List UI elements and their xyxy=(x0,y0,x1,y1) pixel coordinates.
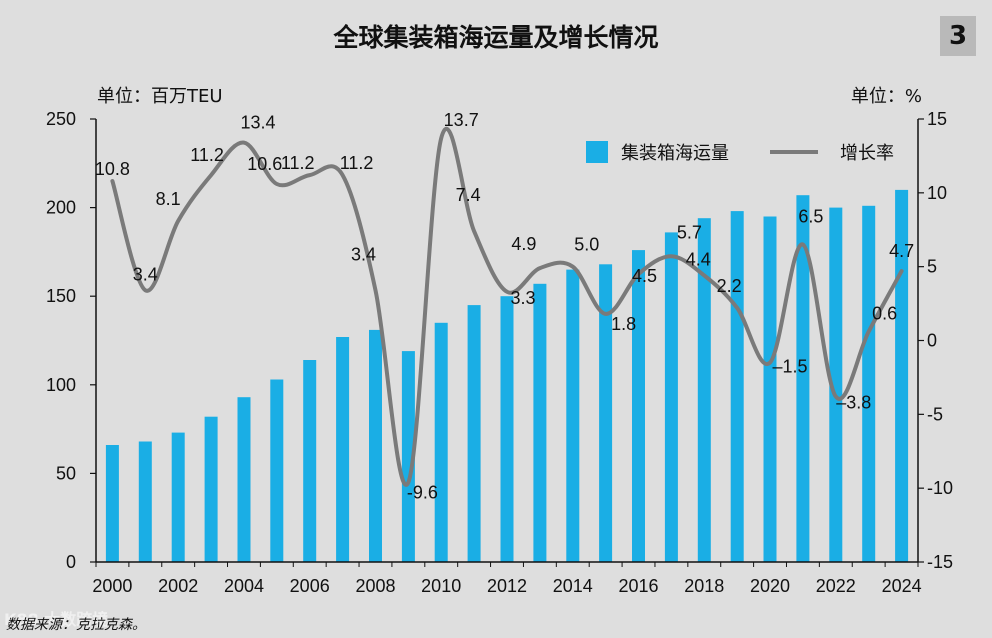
bar-2007 xyxy=(336,337,350,562)
bar-2018 xyxy=(697,218,711,562)
x-tick-label: 2016 xyxy=(618,576,658,596)
bar-2022 xyxy=(829,207,843,562)
legend-line-label: 增长率 xyxy=(840,143,894,164)
growth-label-2013: 4.9 xyxy=(511,234,536,254)
left-axis-unit: 单位：百万TEU xyxy=(97,86,223,107)
growth-label-2022: –3.8 xyxy=(836,393,871,413)
figure-number-badge: 3 xyxy=(940,16,976,56)
bar-2006 xyxy=(303,360,317,562)
bar-2024 xyxy=(895,189,909,562)
growth-label-2000: 10.8 xyxy=(95,159,130,179)
bar-2015 xyxy=(599,264,613,562)
growth-label-2001: 3.4 xyxy=(133,264,158,284)
right-tick-label: 15 xyxy=(927,109,947,129)
growth-label-2023: 0.6 xyxy=(872,304,897,324)
growth-label-2017: 5.7 xyxy=(677,222,702,242)
left-tick-label: 250 xyxy=(46,109,76,129)
growth-label-2011: 7.4 xyxy=(456,185,481,205)
bar-2008 xyxy=(369,329,382,562)
right-tick-label: -10 xyxy=(927,478,953,498)
x-tick-label: 2010 xyxy=(421,576,461,596)
x-tick-label: 2024 xyxy=(882,576,922,596)
growth-rate-line xyxy=(110,126,904,487)
growth-label-2020: –1.5 xyxy=(772,357,807,377)
left-tick-label: 50 xyxy=(56,463,76,483)
bar-2010 xyxy=(434,322,448,562)
growth-label-2015: 1.8 xyxy=(611,314,636,334)
growth-label-2006: 11.2 xyxy=(281,153,315,173)
growth-label-2019: 2.2 xyxy=(717,276,742,296)
right-tick-label: 0 xyxy=(927,331,937,351)
data-labels: 10.83.48.111.213.410.611.2 11.23.4-9.613.… xyxy=(95,110,914,502)
right-tick-label: -15 xyxy=(927,552,953,572)
growth-label-2016: 4.5 xyxy=(632,266,657,286)
watermark: K88 大数跨境 xyxy=(4,610,109,629)
left-tick-label: 150 xyxy=(46,286,76,306)
bar-2019 xyxy=(730,211,744,562)
growth-label-2004: 13.4 xyxy=(240,113,275,133)
legend-bar-label: 集装箱海运量 xyxy=(621,143,729,164)
x-tick-label: 2014 xyxy=(553,576,593,596)
right-tick-label: -5 xyxy=(927,404,943,424)
growth-label-2005: 10.6 xyxy=(247,154,282,174)
bar-2011 xyxy=(467,305,481,562)
bar-2023 xyxy=(862,205,876,563)
growth-label-2002: 8.1 xyxy=(156,189,181,209)
growth-label-2009: -9.6 xyxy=(407,482,438,502)
bar-2020 xyxy=(763,216,777,562)
bar-2009 xyxy=(401,351,415,562)
legend-bar-swatch xyxy=(586,141,608,163)
x-tick-label: 2000 xyxy=(92,576,132,596)
x-tick-label: 2020 xyxy=(750,576,790,596)
bar-2003 xyxy=(204,416,218,562)
growth-label-2008: 3.4 xyxy=(351,244,376,264)
bar-2005 xyxy=(270,379,284,562)
bar-2004 xyxy=(237,397,251,562)
growth-label-2010: 13.7 xyxy=(444,110,479,130)
right-tick-label: 10 xyxy=(927,183,947,203)
bar-2017 xyxy=(664,232,678,562)
x-tick-label: 2018 xyxy=(684,576,724,596)
bar-2002 xyxy=(171,432,185,562)
left-tick-label: 0 xyxy=(66,552,76,572)
x-tick-label: 2012 xyxy=(487,576,527,596)
growth-label-2003: 11.2 xyxy=(190,145,224,165)
source-note: 数据来源：克拉克森。 xyxy=(6,617,146,633)
growth-label-2024: 4.7 xyxy=(889,241,914,261)
bar-series xyxy=(105,189,909,563)
left-tick-label: 100 xyxy=(46,375,76,395)
growth-label-2018: 4.4 xyxy=(686,250,711,270)
bar-2016 xyxy=(632,250,645,562)
left-tick-label: 200 xyxy=(46,198,76,218)
bar-2021 xyxy=(796,195,810,562)
x-tick-label: 2004 xyxy=(224,576,264,596)
bar-2012 xyxy=(500,296,514,562)
bar-2013 xyxy=(533,283,547,562)
chart-title: 全球集装箱海运量及增长情况 xyxy=(333,23,659,52)
bar-2000 xyxy=(105,445,119,562)
bar-2014 xyxy=(566,269,580,562)
x-tick-label: 2006 xyxy=(290,576,330,596)
legend: 集装箱海运量 增长率 xyxy=(586,141,894,164)
growth-label-2012: 3.3 xyxy=(510,288,535,308)
x-tick-label: 2002 xyxy=(158,576,198,596)
right-axis-unit: 单位：% xyxy=(850,86,922,107)
right-tick-label: 5 xyxy=(927,257,937,277)
growth-label-2014: 5.0 xyxy=(574,235,599,255)
x-tick-label: 2008 xyxy=(355,576,395,596)
bar-2001 xyxy=(138,441,152,562)
growth-label-2021: 6.5 xyxy=(798,207,823,227)
x-tick-label: 2022 xyxy=(816,576,856,596)
growth-label-2007: 11.2 xyxy=(340,153,374,173)
